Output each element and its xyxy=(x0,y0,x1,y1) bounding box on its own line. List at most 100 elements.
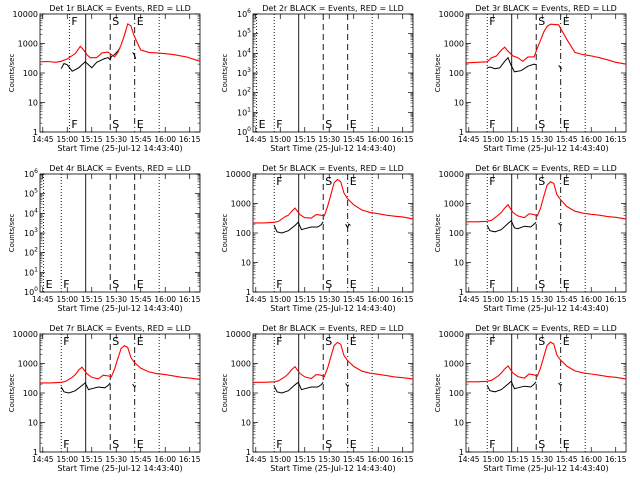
x-tick-label: 15:15 xyxy=(294,455,316,464)
marker-label: S xyxy=(325,335,332,348)
series-events-line xyxy=(486,219,537,233)
chart-title: Det 5r BLACK = Events, RED = LLD xyxy=(262,164,404,173)
plot-frame xyxy=(39,13,201,133)
x-tick-label: 14:45 xyxy=(458,295,480,304)
y-tick-label: 1000 xyxy=(18,360,38,369)
marker-label: E xyxy=(259,118,266,131)
marker-label: S xyxy=(538,438,545,451)
y-tick-label: 1 xyxy=(459,448,464,457)
x-tick-label: 15:45 xyxy=(556,455,578,464)
panel-det-7: Det 7r BLACK = Events, RED = LLD 1 10 100 10… xyxy=(8,324,201,473)
y-tick-label: 100 xyxy=(236,229,251,238)
marker-label: F xyxy=(489,175,495,188)
x-tick-label: 14:45 xyxy=(245,295,267,304)
series-events-line xyxy=(558,222,563,227)
x-tick-label: 15:15 xyxy=(294,295,316,304)
x-tick-label: 16:15 xyxy=(392,455,414,464)
y-axis-label: Counts/sec xyxy=(434,214,442,253)
series-events-line xyxy=(132,52,137,60)
series-events-line xyxy=(273,381,324,394)
marker-label: F xyxy=(276,335,282,348)
series-events-line xyxy=(345,383,350,388)
x-axis-label: Start Time (25-Jul-12 14:43:40) xyxy=(483,464,608,473)
series-events-line xyxy=(486,380,537,393)
y-tick-label: 104 xyxy=(24,207,38,218)
x-tick-label: 16:15 xyxy=(605,135,627,144)
x-tick-label: 15:30 xyxy=(318,295,340,304)
marker-label: F xyxy=(71,15,77,28)
y-tick-label: 105 xyxy=(237,28,251,39)
series-events-line xyxy=(60,382,111,394)
panel-det-3: Det 3r BLACK = Events, RED = LLD 1 10 100 10… xyxy=(434,4,627,153)
y-tick-label: 100 xyxy=(449,69,464,78)
marker-label: S xyxy=(538,175,545,188)
marker-label: E xyxy=(563,118,570,131)
y-axis-label: Counts/sec xyxy=(8,374,16,413)
marker-label: S xyxy=(325,278,332,291)
x-tick-label: 15:30 xyxy=(531,455,553,464)
x-tick-label: 15:15 xyxy=(81,135,103,144)
panel-det-4: Det 4r BLACK = Events, RED = LLD 100 101 10… xyxy=(8,164,201,313)
x-tick-label: 15:15 xyxy=(507,295,529,304)
plot-frame xyxy=(252,173,414,293)
x-tick-label: 16:15 xyxy=(605,295,627,304)
chart-title: Det 1r BLACK = Events, RED = LLD xyxy=(49,4,191,13)
series-lld-line xyxy=(466,341,627,383)
x-tick-label: 14:45 xyxy=(32,295,54,304)
marker-label: E xyxy=(563,15,570,28)
y-tick-label: 1 xyxy=(33,448,38,457)
x-axis-label: Start Time (25-Jul-12 14:43:40) xyxy=(270,144,395,153)
y-tick-label: 100 xyxy=(23,389,38,398)
x-tick-label: 16:15 xyxy=(179,455,201,464)
x-tick-label: 16:15 xyxy=(179,295,201,304)
y-axis-label: Counts/sec xyxy=(434,374,442,413)
marker-label: E xyxy=(137,15,144,28)
x-tick-label: 16:15 xyxy=(605,455,627,464)
x-axis-label: Start Time (25-Jul-12 14:43:40) xyxy=(57,464,182,473)
x-tick-label: 15:00 xyxy=(482,135,504,144)
panel-det-1: Det 1r BLACK = Events, RED = LLD 1 10 100 10… xyxy=(8,4,201,153)
x-tick-label: 16:00 xyxy=(580,295,602,304)
x-tick-label: 15:30 xyxy=(105,135,127,144)
marker-label: S xyxy=(112,438,119,451)
y-tick-label: 106 xyxy=(24,168,38,179)
y-axis-label: Counts/sec xyxy=(434,54,442,93)
x-tick-label: 15:00 xyxy=(269,135,291,144)
y-tick-label: 10000 xyxy=(439,170,464,179)
y-tick-label: 105 xyxy=(24,188,38,199)
x-tick-label: 15:00 xyxy=(56,135,78,144)
x-tick-label: 15:15 xyxy=(294,135,316,144)
marker-label: F xyxy=(489,438,495,451)
x-tick-label: 15:15 xyxy=(507,135,529,144)
x-tick-label: 16:00 xyxy=(367,455,389,464)
y-tick-label: 103 xyxy=(24,227,38,238)
x-axis-label: Start Time (25-Jul-12 14:43:40) xyxy=(57,144,182,153)
marker-label: E xyxy=(350,438,357,451)
marker-label: E xyxy=(350,278,357,291)
y-axis-label: Counts/sec xyxy=(221,54,229,93)
marker-label: E xyxy=(563,175,570,188)
plot-frame xyxy=(252,13,414,133)
x-tick-label: 16:00 xyxy=(367,295,389,304)
x-tick-label: 15:30 xyxy=(531,135,553,144)
y-tick-label: 1000 xyxy=(231,360,251,369)
x-tick-label: 15:00 xyxy=(482,295,504,304)
plot-frame xyxy=(252,333,414,453)
marker-label: F xyxy=(489,335,495,348)
x-tick-label: 15:00 xyxy=(269,455,291,464)
x-tick-label: 16:00 xyxy=(154,295,176,304)
marker-label: E xyxy=(137,335,144,348)
x-tick-label: 14:45 xyxy=(32,135,54,144)
marker-label: F xyxy=(276,118,282,131)
x-tick-label: 15:30 xyxy=(105,295,127,304)
y-tick-label: 10000 xyxy=(439,10,464,19)
series-events-line xyxy=(558,65,563,70)
chart-title: Det 7r BLACK = Events, RED = LLD xyxy=(49,324,191,333)
y-tick-label: 1000 xyxy=(231,200,251,209)
y-tick-label: 10 xyxy=(241,419,251,428)
panel-det-5: Det 5r BLACK = Events, RED = LLD 1 10 100 10… xyxy=(221,164,414,313)
y-tick-label: 1 xyxy=(246,288,251,297)
x-tick-label: 15:30 xyxy=(318,455,340,464)
series-events-line xyxy=(132,383,137,388)
